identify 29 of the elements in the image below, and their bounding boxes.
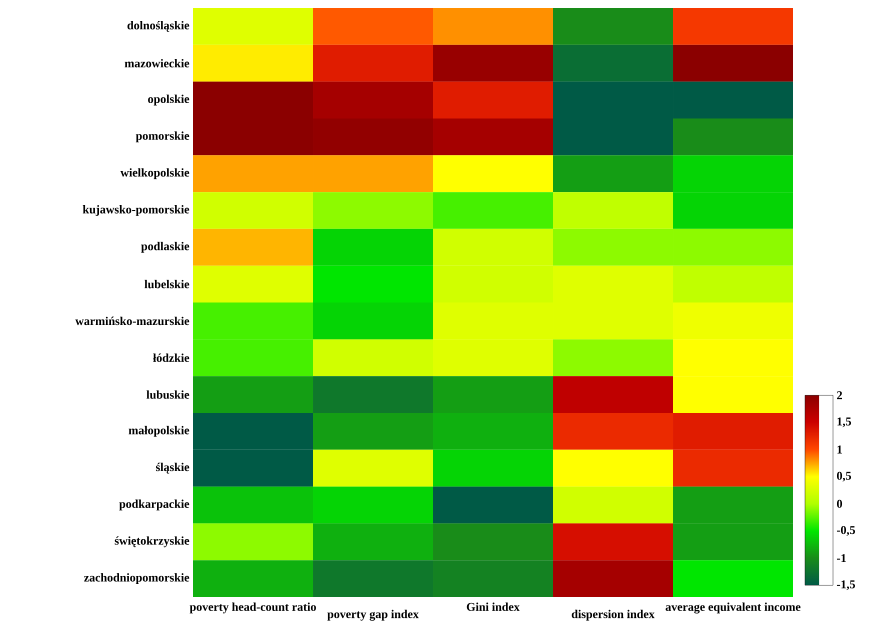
y-tick-label: opolskie [148, 94, 190, 106]
color-bar-label: 2 [837, 391, 842, 400]
color-bar-label: 0 [836, 500, 842, 508]
y-tick-label: kujawsko-pomorskie [82, 205, 190, 216]
color-bar-label: 1 [837, 446, 842, 454]
y-tick-label: wielkopolskie [120, 168, 190, 180]
x-tick-label: poverty gap index [327, 610, 419, 621]
y-tick-label: pomorskie [136, 131, 190, 142]
y-tick-label: śląskie [156, 462, 190, 474]
y-tick-label: podlaskie [141, 242, 190, 253]
color-bar-label: -1 [836, 554, 846, 562]
color-bar-label: -1,5 [836, 580, 856, 590]
y-tick-label: lubuskie [146, 390, 190, 399]
y-tick-label: lubelskie [144, 280, 190, 288]
x-tick-label: average equivalent income [666, 602, 800, 614]
y-tick-label: mazowieckie [124, 59, 190, 68]
color-bar-label: 1,5 [837, 417, 852, 428]
y-tick-label: świętokrzyskie [114, 536, 190, 548]
color-bar-label: -0,5 [836, 526, 856, 536]
y-tick-label: zachodniopomorskie [84, 573, 190, 584]
y-tick-label: podkarpackie [119, 500, 190, 510]
x-tick-label: dispersion index [572, 610, 655, 621]
x-tick-label: Gini index [466, 602, 520, 611]
color-bar-label: 0,5 [836, 472, 852, 482]
y-tick-label: łódzkie [153, 354, 190, 362]
y-tick-label: dolnośląskie [128, 20, 190, 32]
y-tick-label: małopolskie [128, 426, 190, 437]
y-tick-label: warmińsko-mazurskie [75, 316, 190, 326]
x-tick-label: poverty head-count ratio [190, 602, 316, 614]
